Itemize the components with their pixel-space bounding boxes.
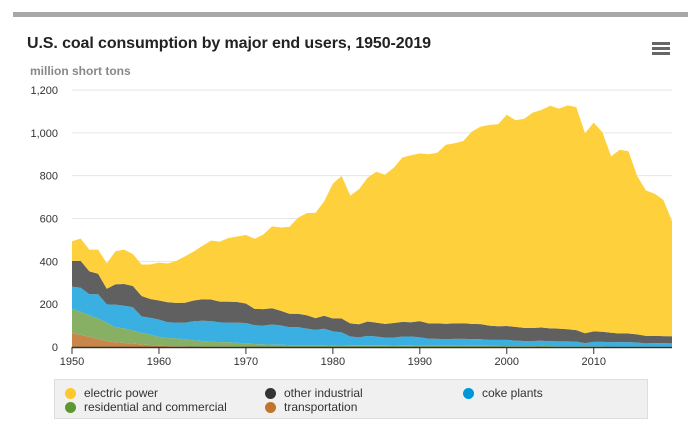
legend: electric power other industrial coke pla… bbox=[54, 379, 648, 419]
y-tick-label: 0 bbox=[52, 342, 58, 354]
area-residential-and-commercial bbox=[72, 308, 672, 347]
y-tick-label: 1,000 bbox=[30, 128, 58, 140]
legend-label: transportation bbox=[284, 400, 358, 414]
area-electric-power bbox=[72, 105, 672, 337]
legend-label: coke plants bbox=[482, 386, 543, 400]
x-tick-label: 1970 bbox=[234, 356, 258, 368]
x-tick-label: 1990 bbox=[408, 356, 432, 368]
x-tick-label: 2010 bbox=[581, 356, 605, 368]
legend-label: residential and commercial bbox=[84, 400, 227, 414]
x-tick-label: 1980 bbox=[321, 356, 345, 368]
x-tick-label: 2000 bbox=[495, 356, 519, 368]
circle-marker-icon bbox=[265, 401, 276, 413]
legend-item-residential-and-commercial[interactable]: residential and commercial bbox=[65, 400, 227, 414]
y-tick-label: 200 bbox=[40, 299, 58, 311]
circle-marker-icon bbox=[65, 401, 76, 413]
hamburger-menu-icon[interactable] bbox=[652, 42, 670, 58]
circle-marker-icon bbox=[463, 387, 474, 399]
menu-bar bbox=[652, 47, 670, 50]
area-coke-plants bbox=[72, 286, 672, 347]
area-transportation bbox=[72, 333, 672, 347]
legend-item-electric-power[interactable]: electric power bbox=[65, 386, 158, 400]
y-tick-label: 800 bbox=[40, 171, 58, 183]
y-tick-label: 400 bbox=[40, 256, 58, 268]
x-axis: 1950 1960 1970 1980 1990 2000 2010 bbox=[60, 346, 672, 368]
y-tick-label: 600 bbox=[40, 214, 58, 226]
legend-item-coke-plants[interactable]: coke plants bbox=[463, 386, 543, 400]
y-tick-label: 1,200 bbox=[30, 85, 58, 97]
legend-item-transportation[interactable]: transportation bbox=[265, 400, 357, 414]
y-axis: 0 200 400 600 800 1,000 1,200 bbox=[30, 85, 58, 354]
chart-title: U.S. coal consumption by major end users… bbox=[27, 35, 431, 52]
legend-label: electric power bbox=[84, 386, 159, 400]
top-accent-bar bbox=[13, 12, 688, 17]
menu-bar bbox=[652, 52, 670, 55]
y-axis-unit-label: million short tons bbox=[30, 64, 131, 78]
circle-marker-icon bbox=[65, 387, 76, 399]
x-tick-label: 1960 bbox=[147, 356, 171, 368]
circle-marker-icon bbox=[265, 387, 276, 399]
area-other-industrial bbox=[72, 260, 672, 344]
legend-label: other industrial bbox=[284, 386, 363, 400]
x-tick-label: 1950 bbox=[60, 356, 84, 368]
stacked-areas bbox=[72, 105, 672, 347]
legend-item-other-industrial[interactable]: other industrial bbox=[265, 386, 363, 400]
menu-bar bbox=[652, 42, 670, 45]
